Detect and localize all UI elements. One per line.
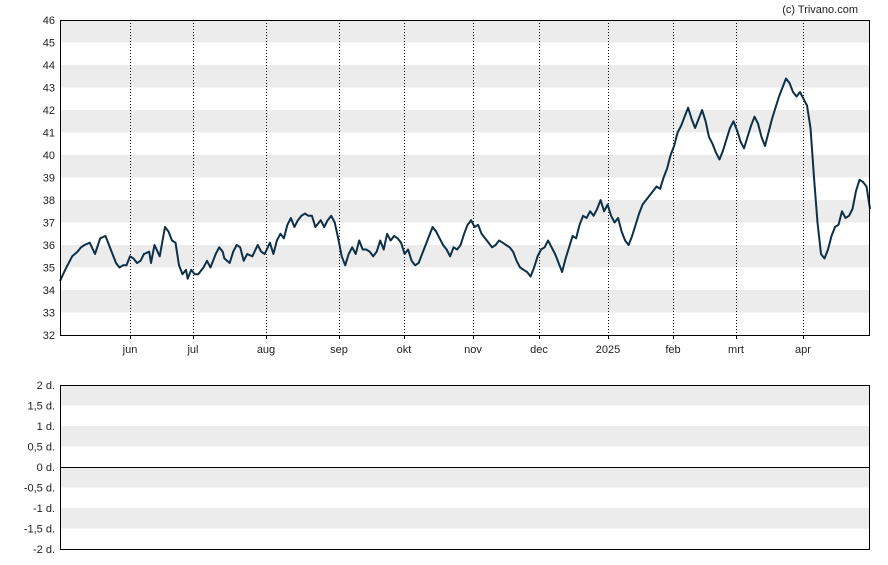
price-band — [60, 200, 870, 223]
price-band — [60, 155, 870, 178]
price-series-line — [59, 77, 871, 282]
dividend-bands — [60, 385, 870, 529]
month-tick-label: sep — [330, 344, 348, 356]
dividend-tick-label: -1 d. — [33, 503, 55, 515]
month-tick-label: nov — [464, 344, 482, 356]
price-band — [60, 110, 870, 133]
price-tick-label: 36 — [43, 240, 55, 252]
dividend-tick-label: -0,5 d. — [24, 483, 55, 495]
price-tick-label: 40 — [43, 150, 55, 162]
price-tick-label: 33 — [43, 308, 55, 320]
month-tick-label: aug — [257, 344, 275, 356]
month-tick-label: mrt — [728, 344, 744, 356]
price-tick-label: 39 — [43, 173, 55, 185]
price-panel-frame — [60, 20, 870, 336]
price-band — [60, 245, 870, 268]
month-tick-label: okt — [397, 344, 412, 356]
dividend-band — [60, 467, 870, 488]
price-bands — [60, 20, 870, 313]
dividend-tick-label: 0 d. — [37, 462, 55, 474]
dividend-panel-frame — [60, 385, 870, 550]
dividend-tick-label: 2 d. — [37, 380, 55, 392]
month-tick-label: apr — [795, 344, 811, 356]
price-tick-label: 46 — [43, 15, 55, 27]
price-tick-label: 38 — [43, 195, 55, 207]
dividend-tick-label: -1,5 d. — [24, 524, 55, 536]
dividend-y-axis: 2 d. 1,5 d. 1 d. 0,5 d. 0 d. -0,5 d. -1 d. -1,5… — [24, 380, 55, 556]
dividend-tick-label: 0,5 d. — [27, 442, 55, 454]
price-y-axis: 32 33 34 35 36 37 38 39 40 41 42 43 44 45 46 — [43, 15, 55, 342]
price-tick-label: 34 — [43, 285, 55, 297]
dividend-tick-label: -2 d. — [33, 544, 55, 556]
copyright-label: (c) Trivano.com — [782, 4, 858, 16]
dividend-tick-label: 1,5 d. — [27, 401, 55, 413]
price-tick-label: 32 — [43, 330, 55, 342]
month-tick-label: feb — [665, 344, 680, 356]
dividend-panel: 2 d. 1,5 d. 1 d. 0,5 d. 0 d. -0,5 d. -1 d. -1,5… — [24, 380, 870, 556]
dividend-band — [60, 508, 870, 529]
dividend-band — [60, 426, 870, 447]
price-tick-label: 37 — [43, 218, 55, 230]
price-tick-label: 42 — [43, 105, 55, 117]
price-band — [60, 20, 870, 43]
month-x-axis: jun jul aug sep okt nov dec 2025 feb mrt apr — [122, 335, 811, 356]
price-panel: 32 33 34 35 36 37 38 39 40 41 42 43 44 45 46 jun jul aug… — [43, 15, 871, 356]
month-tick-label: jul — [186, 344, 198, 356]
price-tick-label: 43 — [43, 83, 55, 95]
price-tick-label: 35 — [43, 263, 55, 275]
price-tick-label: 44 — [43, 60, 55, 72]
dividend-tick-label: 1 d. — [37, 421, 55, 433]
month-tick-label: jun — [122, 344, 138, 356]
price-tick-label: 41 — [43, 128, 55, 140]
price-tick-label: 45 — [43, 38, 55, 50]
price-band — [60, 65, 870, 88]
dividend-band — [60, 385, 870, 406]
month-tick-label: dec — [530, 344, 548, 356]
month-tick-label: 2025 — [596, 344, 620, 356]
price-band — [60, 290, 870, 313]
